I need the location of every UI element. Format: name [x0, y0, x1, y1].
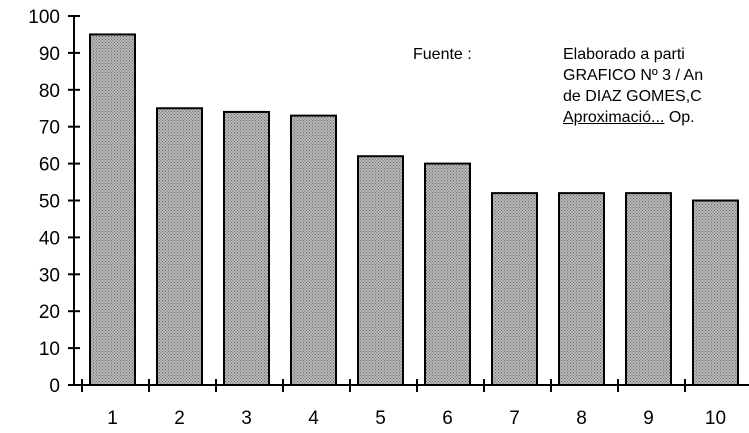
bar-6 — [424, 162, 471, 386]
source-line-4-rest: Op. — [664, 109, 695, 126]
tick-labels-group: 0 10 20 30 40 50 60 70 80 90 100 1 2 3 4 5 6 7 8 9 10 — [28, 7, 726, 429]
y-tick-label-100: 100 — [28, 7, 60, 28]
bar-5 — [357, 155, 404, 386]
bar-1 — [89, 33, 136, 386]
axes-group — [68, 15, 749, 392]
y-tick-label-80: 80 — [39, 81, 60, 102]
x-tick-label-7: 7 — [509, 408, 520, 429]
y-tick-label-10: 10 — [39, 339, 60, 360]
source-line-3: de DIAZ GOMES,C — [563, 88, 702, 105]
y-tick-label-30: 30 — [39, 265, 60, 286]
y-tick-label-0: 0 — [49, 376, 60, 397]
x-tick-label-6: 6 — [442, 408, 453, 429]
bar-10 — [692, 199, 739, 386]
source-label: Fuente : — [413, 46, 472, 63]
x-tick-label-9: 9 — [643, 408, 654, 429]
source-line-1: Elaborado a parti — [563, 46, 685, 63]
bars-group — [89, 33, 739, 386]
x-tick-label-10: 10 — [705, 408, 726, 429]
x-tick-label-8: 8 — [576, 408, 587, 429]
source-line-2: GRAFICO Nº 3 / An — [563, 67, 704, 84]
y-tick-label-70: 70 — [39, 118, 60, 139]
x-tick-label-3: 3 — [241, 408, 252, 429]
y-tick-label-40: 40 — [39, 228, 60, 249]
bar-8 — [558, 192, 605, 386]
bar-7 — [491, 192, 538, 386]
y-tick-label-60: 60 — [39, 155, 60, 176]
x-tick-label-4: 4 — [308, 408, 319, 429]
bar-9 — [625, 192, 672, 386]
bar-2 — [156, 107, 203, 386]
y-tick-label-50: 50 — [39, 192, 60, 213]
x-tick-label-1: 1 — [107, 408, 118, 429]
x-tick-label-5: 5 — [375, 408, 386, 429]
source-reference-link[interactable]: Aproximació... — [563, 109, 665, 126]
y-tick-label-90: 90 — [39, 44, 60, 65]
bar-4 — [290, 114, 337, 386]
source-line-4: Aproximació... Op. — [563, 107, 703, 128]
x-tick-label-2: 2 — [174, 408, 185, 429]
source-text: Elaborado a parti GRAFICO Nº 3 / An de D… — [563, 44, 703, 128]
bar-3 — [223, 110, 270, 386]
y-tick-label-20: 20 — [39, 302, 60, 323]
